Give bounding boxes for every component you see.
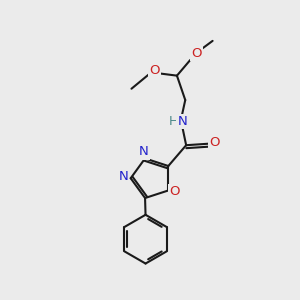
Text: O: O: [169, 185, 180, 199]
Text: N: N: [177, 115, 187, 128]
Text: H: H: [169, 115, 178, 128]
Text: N: N: [139, 146, 148, 158]
Text: O: O: [210, 136, 220, 149]
Text: O: O: [191, 47, 202, 60]
Text: N: N: [118, 170, 128, 183]
Text: O: O: [149, 64, 160, 77]
